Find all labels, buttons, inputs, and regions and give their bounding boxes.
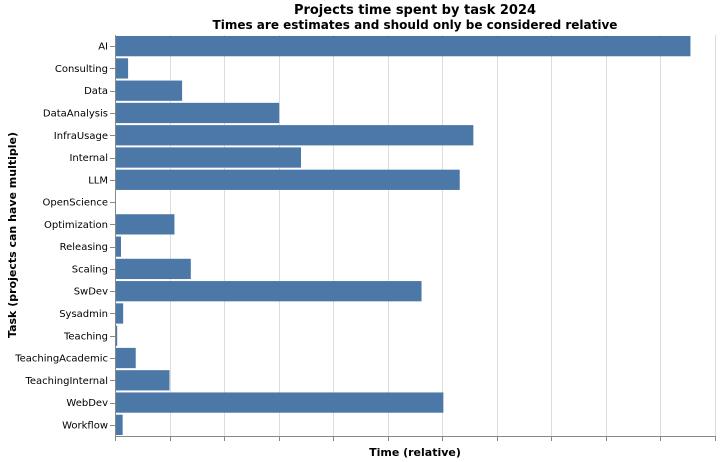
bar-llm [115, 169, 460, 190]
y-tick-label-openscience: OpenScience [43, 198, 108, 209]
y-tick-label-releasing: Releasing [60, 242, 108, 253]
bar-internal [115, 147, 301, 168]
y-tick-label-sysadmin: Sysadmin [59, 309, 108, 320]
bar-sysadmin [115, 303, 124, 324]
chart-subtitle: Times are estimates and should only be c… [212, 18, 618, 32]
bar-teachingacademic [115, 347, 136, 369]
axis-layer: AI Consulting Data DataAnalysis InfraUsage In… [14, 35, 716, 441]
bar-scaling [115, 258, 191, 280]
y-tick-label-optimization: Optimization [44, 220, 108, 231]
bar-teachinginternal [115, 370, 170, 391]
bar-dataanalysis [115, 102, 280, 124]
y-tick-label-swdev: SwDev [74, 287, 108, 298]
bar-ai [115, 36, 691, 57]
y-tick-label-data: Data [84, 86, 108, 97]
bar-data [115, 80, 183, 101]
y-tick-label-llm: LLM [88, 175, 108, 186]
y-tick-label-teachingacademic: TeachingAcademic [14, 354, 108, 365]
y-tick-label-teaching: Teaching [63, 331, 108, 342]
y-tick-label-ai: AI [98, 42, 108, 53]
y-tick-label-workflow: Workflow [62, 420, 108, 431]
y-tick-label-scaling: Scaling [72, 264, 108, 275]
bar-workflow [115, 414, 123, 435]
y-tick-label-consulting: Consulting [55, 64, 108, 75]
bar-teaching [115, 325, 118, 346]
y-tick-label-dataanalysis: DataAnalysis [43, 108, 108, 119]
x-axis-title: Time (relative) [369, 446, 461, 459]
y-tick-label-internal: Internal [69, 153, 108, 164]
grid-layer [115, 35, 716, 436]
bar-layer [115, 36, 691, 435]
y-tick-label-infrausage: InfraUsage [54, 131, 108, 142]
bar-swdev [115, 281, 422, 302]
y-axis-title: Task (projects can have multiple) [6, 132, 19, 338]
bar-infrausage [115, 125, 474, 146]
y-tick-label-teachinginternal: TeachingInternal [24, 376, 108, 387]
chart-title: Projects time spent by task 2024 [293, 3, 537, 18]
y-tick-label-webdev: WebDev [66, 398, 108, 409]
bar-optimization [115, 214, 175, 235]
bar-consulting [115, 58, 129, 79]
bar-webdev [115, 392, 444, 413]
bar-releasing [115, 236, 121, 257]
